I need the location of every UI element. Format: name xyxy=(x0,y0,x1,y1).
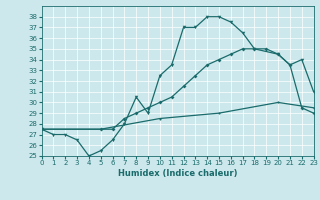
X-axis label: Humidex (Indice chaleur): Humidex (Indice chaleur) xyxy=(118,169,237,178)
